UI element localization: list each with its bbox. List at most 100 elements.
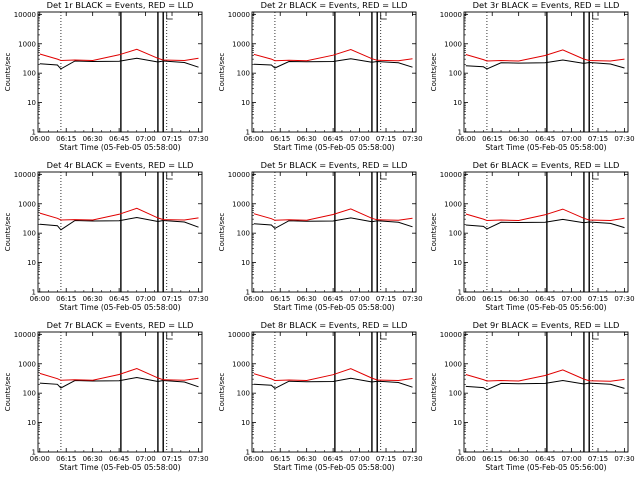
x-tick-label: 06:30 [509,455,529,463]
x-tick-label: 06:15 [270,135,290,143]
plot-frame [463,171,629,293]
y-tick-label: 1 [32,449,36,457]
y-tick-label: 100 [237,230,250,238]
x-axis-label: Start Time (05-Feb-05 05:58:00) [273,143,394,152]
lld-series-line [465,208,625,222]
x-tick-label: 06:00 [244,455,264,463]
x-tick-label: 07:15 [588,295,608,303]
y-tick-label: 1 [246,449,250,457]
bracket-marker [166,13,173,20]
x-tick-label: 06:15 [270,455,290,463]
panel-det-1: Det 1r BLACK = Events, RED = LLD Counts/s… [4,0,209,152]
x-tick-label: 06:00 [30,135,50,143]
y-tick-label: 1 [458,289,462,297]
lld-series-line [39,48,199,62]
x-tick-label: 06:45 [323,455,343,463]
x-axis-label: Start Time (05-Feb-05 05:58:00) [485,143,606,152]
x-tick-label: 06:45 [109,295,129,303]
y-axis-label: Counts/sec [218,373,226,412]
x-tick-label: 06:00 [244,135,264,143]
y-tick-label: 100 [449,230,462,238]
lld-series-line [39,207,199,221]
panel-title: Det 7r BLACK = Events, RED = LLD [47,320,194,330]
x-tick-label: 06:30 [509,295,529,303]
x-tick-label: 06:45 [535,455,555,463]
x-axis-label: Start Time (05-Feb-05 05:58:00) [59,463,180,472]
y-tick-label: 10 [241,259,250,267]
y-tick-label: 10000 [228,171,250,179]
lld-series-line [465,49,625,62]
panel-title: Det 3r BLACK = Events, RED = LLD [473,0,620,10]
y-tick-label: 1000 [232,40,250,48]
x-tick-label: 07:15 [588,135,608,143]
y-tick-label: 10000 [228,331,250,339]
x-tick-label: 07:15 [376,295,396,303]
panel-title: Det 2r BLACK = Events, RED = LLD [261,0,408,10]
events-series-line [39,216,199,231]
panel-det-5: Det 5r BLACK = Events, RED = LLD Counts/s… [218,160,423,312]
x-tick-label: 06:30 [83,135,103,143]
x-axis-label: Start Time (05-Feb-05 05:58:00) [273,303,394,312]
x-tick-label: 07:00 [349,295,369,303]
x-tick-label: 07:00 [561,295,581,303]
y-tick-label: 10000 [14,171,36,179]
y-axis-label: Counts/sec [430,213,438,252]
plot-frame [463,11,629,133]
plot-frame [37,171,203,293]
bracket-marker [166,333,173,340]
bracket-marker [166,173,173,180]
y-tick-label: 100 [23,390,36,398]
y-tick-label: 1000 [444,40,462,48]
plot-frame [463,331,629,453]
x-tick-label: 07:00 [561,135,581,143]
x-tick-label: 06:30 [83,295,103,303]
x-tick-label: 07:30 [188,135,208,143]
x-tick-label: 06:00 [244,295,264,303]
x-tick-label: 06:00 [30,295,50,303]
y-tick-label: 100 [23,70,36,78]
x-tick-label: 07:30 [614,135,634,143]
x-axis-label: Start Time (05-Feb-05 05:58:00) [59,143,180,152]
y-axis-label: Counts/sec [430,373,438,412]
x-tick-label: 06:15 [56,455,76,463]
panel-det-7: Det 7r BLACK = Events, RED = LLD Counts/s… [4,320,209,472]
x-tick-label: 06:00 [456,135,476,143]
x-tick-label: 07:15 [162,295,182,303]
x-tick-label: 07:00 [135,135,155,143]
panel-title: Det 9r BLACK = Events, RED = LLD [473,320,620,330]
panel-det-9: Det 9r BLACK = Events, RED = LLD Counts/s… [430,320,635,472]
x-tick-label: 07:30 [614,455,634,463]
bracket-marker [380,333,387,340]
y-tick-label: 1 [246,129,250,137]
x-tick-label: 07:15 [588,455,608,463]
panel-det-4: Det 4r BLACK = Events, RED = LLD Counts/s… [4,160,209,312]
y-tick-label: 1000 [18,40,36,48]
bracket-marker [592,13,599,20]
events-series-line [465,59,625,70]
x-tick-label: 06:15 [482,135,502,143]
x-tick-label: 06:45 [109,135,129,143]
events-series-line [39,376,199,389]
x-tick-label: 07:00 [349,455,369,463]
panel-det-8: Det 8r BLACK = Events, RED = LLD Counts/s… [218,320,423,472]
y-axis-label: Counts/sec [218,53,226,92]
events-series-line [39,57,199,70]
panel-title: Det 6r BLACK = Events, RED = LLD [473,160,620,170]
y-tick-label: 100 [23,230,36,238]
x-tick-label: 06:00 [456,295,476,303]
x-tick-label: 06:15 [270,295,290,303]
plot-frame [37,11,203,133]
plot-frame [37,331,203,453]
y-tick-label: 10 [453,259,462,267]
y-tick-label: 10000 [228,11,250,19]
y-tick-label: 1 [32,289,36,297]
y-tick-label: 10000 [440,171,462,179]
panel-title: Det 5r BLACK = Events, RED = LLD [261,160,408,170]
lld-series-line [253,48,413,62]
x-tick-label: 07:00 [561,455,581,463]
y-tick-label: 100 [449,390,462,398]
x-axis-label: Start Time (05-Feb-05 05:56:00) [485,463,606,472]
panel-det-2: Det 2r BLACK = Events, RED = LLD Counts/s… [218,0,423,152]
